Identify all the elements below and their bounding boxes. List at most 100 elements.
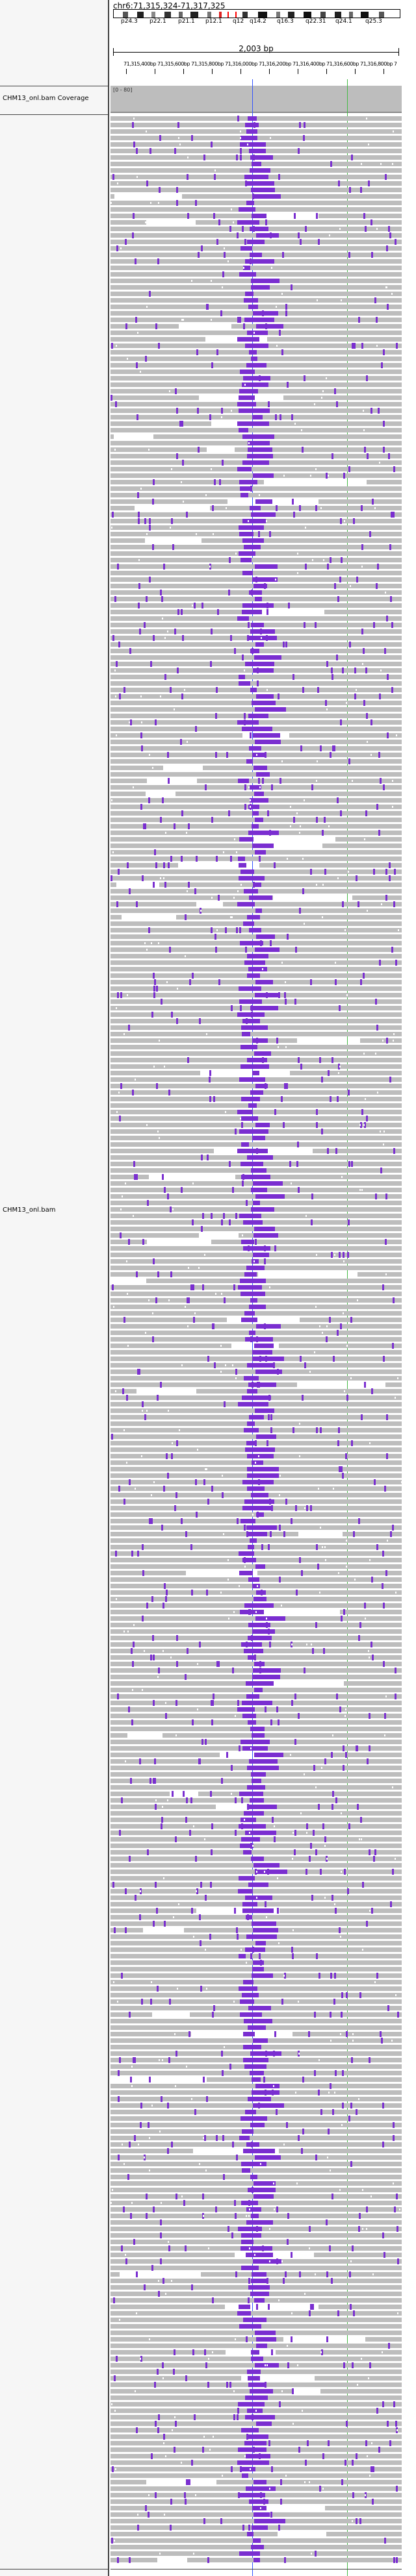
insertion-marker[interactable]: [148, 797, 150, 803]
aligned-read[interactable]: [320, 2389, 402, 2394]
insertion-marker[interactable]: [266, 1440, 268, 1446]
insertion-marker[interactable]: [380, 778, 382, 784]
insertion-marker[interactable]: [250, 1843, 252, 1849]
insertion-block[interactable]: [253, 473, 274, 478]
insertion-marker[interactable]: [132, 1661, 134, 1667]
insertion-block[interactable]: [255, 908, 262, 913]
insertion-marker[interactable]: [112, 1284, 114, 1290]
insertion-block[interactable]: [242, 519, 266, 523]
insertion-block[interactable]: [253, 733, 280, 738]
insertion-marker[interactable]: [250, 258, 252, 264]
insertion-marker[interactable]: [259, 375, 261, 381]
insertion-block[interactable]: [247, 240, 265, 244]
insertion-marker[interactable]: [118, 2096, 120, 2102]
insertion-marker[interactable]: [366, 2207, 368, 2212]
insertion-marker[interactable]: [144, 622, 146, 628]
insertion-marker[interactable]: [257, 1512, 259, 1518]
insertion-marker[interactable]: [238, 2492, 240, 2498]
insertion-marker[interactable]: [294, 1694, 296, 1699]
aligned-read[interactable]: [110, 2376, 241, 2381]
insertion-block[interactable]: [238, 1402, 268, 1407]
insertion-marker[interactable]: [237, 232, 239, 238]
insertion-marker[interactable]: [296, 1161, 298, 1167]
insertion-block[interactable]: [244, 298, 258, 303]
insertion-marker[interactable]: [378, 408, 380, 414]
insertion-marker[interactable]: [231, 1005, 233, 1011]
insertion-marker[interactable]: [157, 1271, 159, 1277]
insertion-marker[interactable]: [266, 1622, 268, 1628]
insertion-block[interactable]: [242, 727, 272, 731]
insertion-marker[interactable]: [218, 1661, 220, 1667]
insertion-block[interactable]: [248, 447, 272, 452]
insertion-block[interactable]: [239, 2551, 260, 2556]
insertion-block[interactable]: [244, 545, 261, 549]
insertion-block[interactable]: [252, 1629, 275, 1634]
insertion-marker[interactable]: [330, 2012, 332, 2018]
insertion-marker[interactable]: [175, 2421, 177, 2427]
insertion-block[interactable]: [250, 1090, 263, 1095]
insertion-marker[interactable]: [214, 174, 216, 180]
insertion-marker[interactable]: [302, 1395, 304, 1401]
insertion-marker[interactable]: [393, 901, 395, 907]
insertion-marker[interactable]: [279, 1525, 281, 1531]
insertion-marker[interactable]: [154, 849, 156, 855]
insertion-marker[interactable]: [156, 1908, 158, 1914]
insertion-marker[interactable]: [245, 947, 247, 953]
insertion-marker[interactable]: [168, 2245, 170, 2251]
insertion-block[interactable]: [254, 2480, 266, 2484]
aligned-read[interactable]: [110, 675, 402, 679]
insertion-marker[interactable]: [228, 2226, 229, 2232]
insertion-marker[interactable]: [152, 1336, 154, 1342]
insertion-marker[interactable]: [160, 2232, 162, 2238]
insertion-block[interactable]: [243, 1850, 252, 1855]
insertion-marker[interactable]: [306, 1505, 308, 1511]
insertion-marker[interactable]: [307, 2440, 309, 2446]
insertion-block[interactable]: [248, 2382, 265, 2387]
insertion-block[interactable]: [239, 1551, 254, 1556]
insertion-marker[interactable]: [169, 947, 171, 953]
insertion-marker[interactable]: [358, 1635, 360, 1641]
insertion-block[interactable]: [244, 2064, 266, 2069]
insertion-marker[interactable]: [326, 661, 328, 667]
insertion-marker[interactable]: [240, 2466, 242, 2472]
insertion-marker[interactable]: [266, 2278, 268, 2284]
insertion-marker[interactable]: [235, 1129, 237, 1134]
insertion-marker[interactable]: [250, 1336, 252, 1342]
insertion-marker[interactable]: [136, 148, 138, 154]
insertion-marker[interactable]: [120, 1083, 122, 1089]
insertion-marker[interactable]: [291, 1947, 293, 1953]
insertion-marker[interactable]: [284, 2557, 286, 2563]
aligned-read[interactable]: [110, 1551, 402, 1556]
insertion-marker[interactable]: [310, 1843, 312, 1849]
insertion-marker[interactable]: [130, 1778, 132, 1784]
insertion-block[interactable]: [251, 1188, 267, 1192]
insertion-marker[interactable]: [229, 2382, 231, 2388]
aligned-read[interactable]: [110, 1876, 402, 1881]
insertion-block[interactable]: [250, 227, 268, 231]
insertion-marker[interactable]: [386, 1038, 388, 1044]
insertion-block[interactable]: [241, 2428, 259, 2432]
insertion-marker[interactable]: [148, 2122, 150, 2128]
insertion-marker[interactable]: [164, 882, 166, 888]
insertion-marker[interactable]: [130, 2077, 132, 2082]
insertion-marker[interactable]: [144, 823, 146, 829]
insertion-block[interactable]: [247, 915, 260, 919]
insertion-block[interactable]: [247, 1766, 279, 1770]
insertion-marker[interactable]: [261, 1544, 263, 1550]
insertion-block[interactable]: [242, 610, 262, 614]
insertion-marker[interactable]: [265, 752, 266, 758]
insertion-marker[interactable]: [168, 778, 170, 784]
insertion-marker[interactable]: [124, 687, 125, 693]
insertion-block[interactable]: [245, 292, 254, 296]
insertion-marker[interactable]: [366, 713, 368, 719]
insertion-marker[interactable]: [383, 421, 385, 427]
insertion-block[interactable]: [239, 2136, 250, 2140]
insertion-marker[interactable]: [371, 252, 373, 258]
insertion-marker[interactable]: [332, 1804, 333, 1810]
insertion-marker[interactable]: [150, 1655, 152, 1660]
insertion-block[interactable]: [246, 181, 274, 186]
insertion-marker[interactable]: [209, 1096, 211, 1102]
insertion-marker[interactable]: [191, 1590, 193, 1595]
insertion-marker[interactable]: [365, 2440, 367, 2446]
insertion-marker[interactable]: [294, 1830, 296, 1836]
